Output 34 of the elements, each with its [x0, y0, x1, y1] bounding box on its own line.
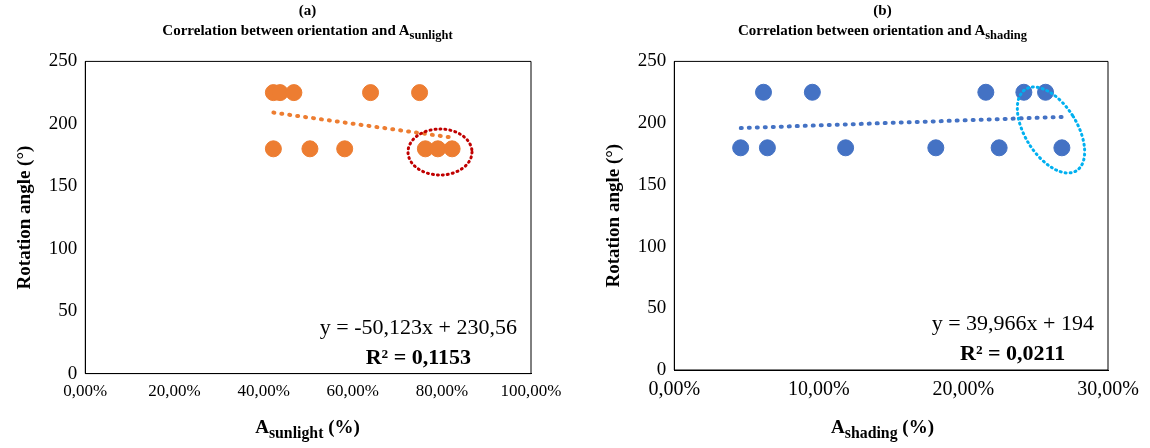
y-tick-label: 100	[637, 234, 667, 256]
annotation: R² = 0,1153	[365, 343, 471, 369]
x-tick-label: 40,00%	[237, 381, 290, 401]
x-tick-label: 0,00%	[63, 381, 108, 401]
annotation: y = 39,966x + 194	[931, 310, 1094, 335]
y-tick-label: 250	[637, 49, 667, 71]
y-tick-label: 0	[67, 361, 78, 383]
chart-subtitle: Correlation between orientation and A$_{shading}$	[737, 21, 1028, 44]
annotation: y = -50,123x + 230,56	[319, 313, 517, 339]
x-axis-title: A$_{shading}$ (%)	[830, 416, 935, 442]
annotation: R² = 0,0211	[960, 340, 1066, 365]
y-tick-label: 150	[637, 172, 667, 194]
x-tick-label: 60,00%	[326, 381, 379, 401]
y-tick-label: 150	[48, 174, 78, 196]
x-tick-label: 30,00%	[1077, 377, 1139, 400]
y-tick-label: 200	[637, 111, 667, 133]
x-tick-label: 80,00%	[415, 381, 469, 401]
chart-subtitle: Correlation between orientation and A$_{sunlight}$	[161, 21, 454, 44]
y-tick-label: 100	[48, 236, 78, 258]
y-tick-label: 50	[58, 299, 78, 321]
x-tick-label: 100,00%	[500, 381, 562, 401]
y-tick-label: 50	[647, 296, 667, 318]
x-tick-label: 20,00%	[932, 377, 995, 400]
x-axis-title: A$_{sunlight}$ (%)	[254, 416, 361, 442]
chart-title: (b)	[872, 1, 893, 20]
x-tick-label: 10,00%	[788, 377, 850, 400]
y-tick-label: 250	[48, 49, 78, 71]
y-axis-title: Rotation angle (°)	[602, 143, 625, 288]
y-tick-label: 0	[656, 357, 667, 379]
y-tick-label: 200	[48, 111, 78, 133]
x-tick-label: 0,00%	[648, 377, 701, 400]
chart-title: (a)	[297, 1, 318, 20]
x-tick-label: 20,00%	[148, 381, 201, 401]
y-axis-title: Rotation angle (°)	[13, 145, 36, 290]
